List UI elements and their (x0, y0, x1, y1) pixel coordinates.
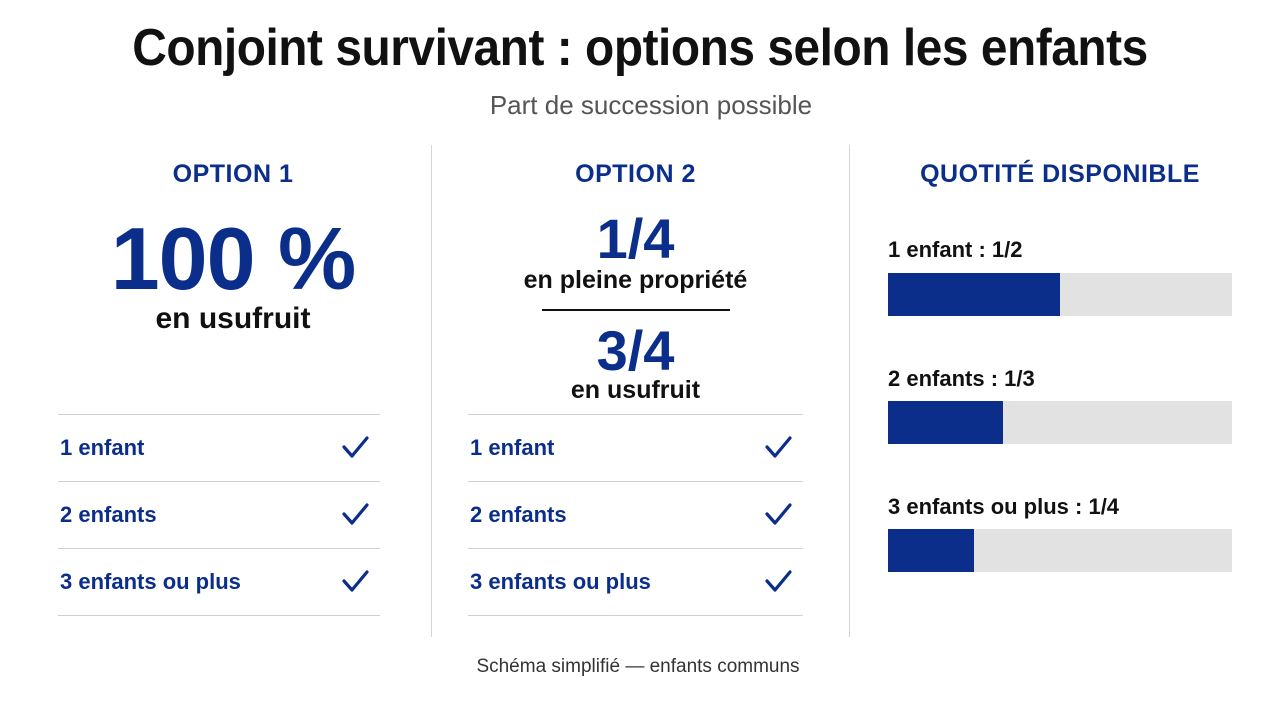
option2-heading: OPTION 2 (575, 160, 696, 188)
option2-top-value: 1/4 (596, 207, 675, 270)
check-icon (765, 503, 792, 525)
check-icon (765, 570, 792, 592)
quotite-bar-3 (888, 529, 1232, 572)
footnote: Schéma simplifié — enfants communs (476, 656, 800, 677)
list-item-label: 3 enfants ou plus (60, 569, 241, 594)
check-icon (765, 436, 792, 458)
list-item: 3 enfants ou plus (468, 548, 803, 616)
check-icon (342, 570, 369, 592)
list-item: 2 enfants (58, 481, 380, 548)
column-divider (849, 145, 850, 637)
list-item-label: 1 enfant (60, 435, 145, 460)
list-item-label: 1 enfant (470, 435, 555, 460)
option2-top-label: en pleine propriété (523, 266, 748, 294)
option1-value-label: en usufruit (155, 302, 311, 335)
option2-bottom-value: 3/4 (596, 319, 675, 382)
quotite-label-2: 2 enfants : 1/3 (888, 366, 1035, 391)
option2-list: 1 enfant 2 enfants 3 enfants ou plus (468, 414, 803, 616)
check-icon (342, 503, 369, 525)
fraction-divider (542, 309, 730, 311)
quotite-bar-2 (888, 401, 1232, 444)
column-divider (431, 145, 432, 637)
list-item: 1 enfant (58, 414, 380, 481)
list-item: 1 enfant (468, 414, 803, 481)
quotite-bar-1 (888, 273, 1232, 316)
quotite-bar-fill (888, 401, 1003, 444)
option2-bottom-label: en usufruit (570, 376, 701, 404)
quotite-label-1: 1 enfant : 1/2 (888, 237, 1023, 262)
quotite-heading: QUOTITÉ DISPONIBLE (920, 160, 1200, 188)
quotite-bar-fill (888, 529, 974, 572)
list-item: 2 enfants (468, 481, 803, 548)
option1-value: 100 % (110, 209, 357, 308)
page-title: Conjoint survivant : options selon les e… (132, 19, 1148, 77)
quotite-bar-fill (888, 273, 1060, 316)
option1-heading: OPTION 1 (172, 160, 294, 188)
page-subtitle: Part de succession possible (489, 90, 813, 120)
option2-heading-wrap: OPTION 2 (468, 160, 803, 189)
list-item-label: 2 enfants (60, 502, 157, 527)
list-item-label: 2 enfants (470, 502, 567, 527)
option1-list: 1 enfant 2 enfants 3 enfants ou plus (58, 414, 380, 616)
quotite-label-3: 3 enfants ou plus : 1/4 (888, 494, 1120, 519)
list-item: 3 enfants ou plus (58, 548, 380, 616)
check-icon (342, 436, 369, 458)
quotite-heading-wrap: QUOTITÉ DISPONIBLE (888, 160, 1232, 189)
option1-heading-wrap: OPTION 1 (58, 160, 408, 189)
list-item-label: 3 enfants ou plus (470, 569, 651, 594)
